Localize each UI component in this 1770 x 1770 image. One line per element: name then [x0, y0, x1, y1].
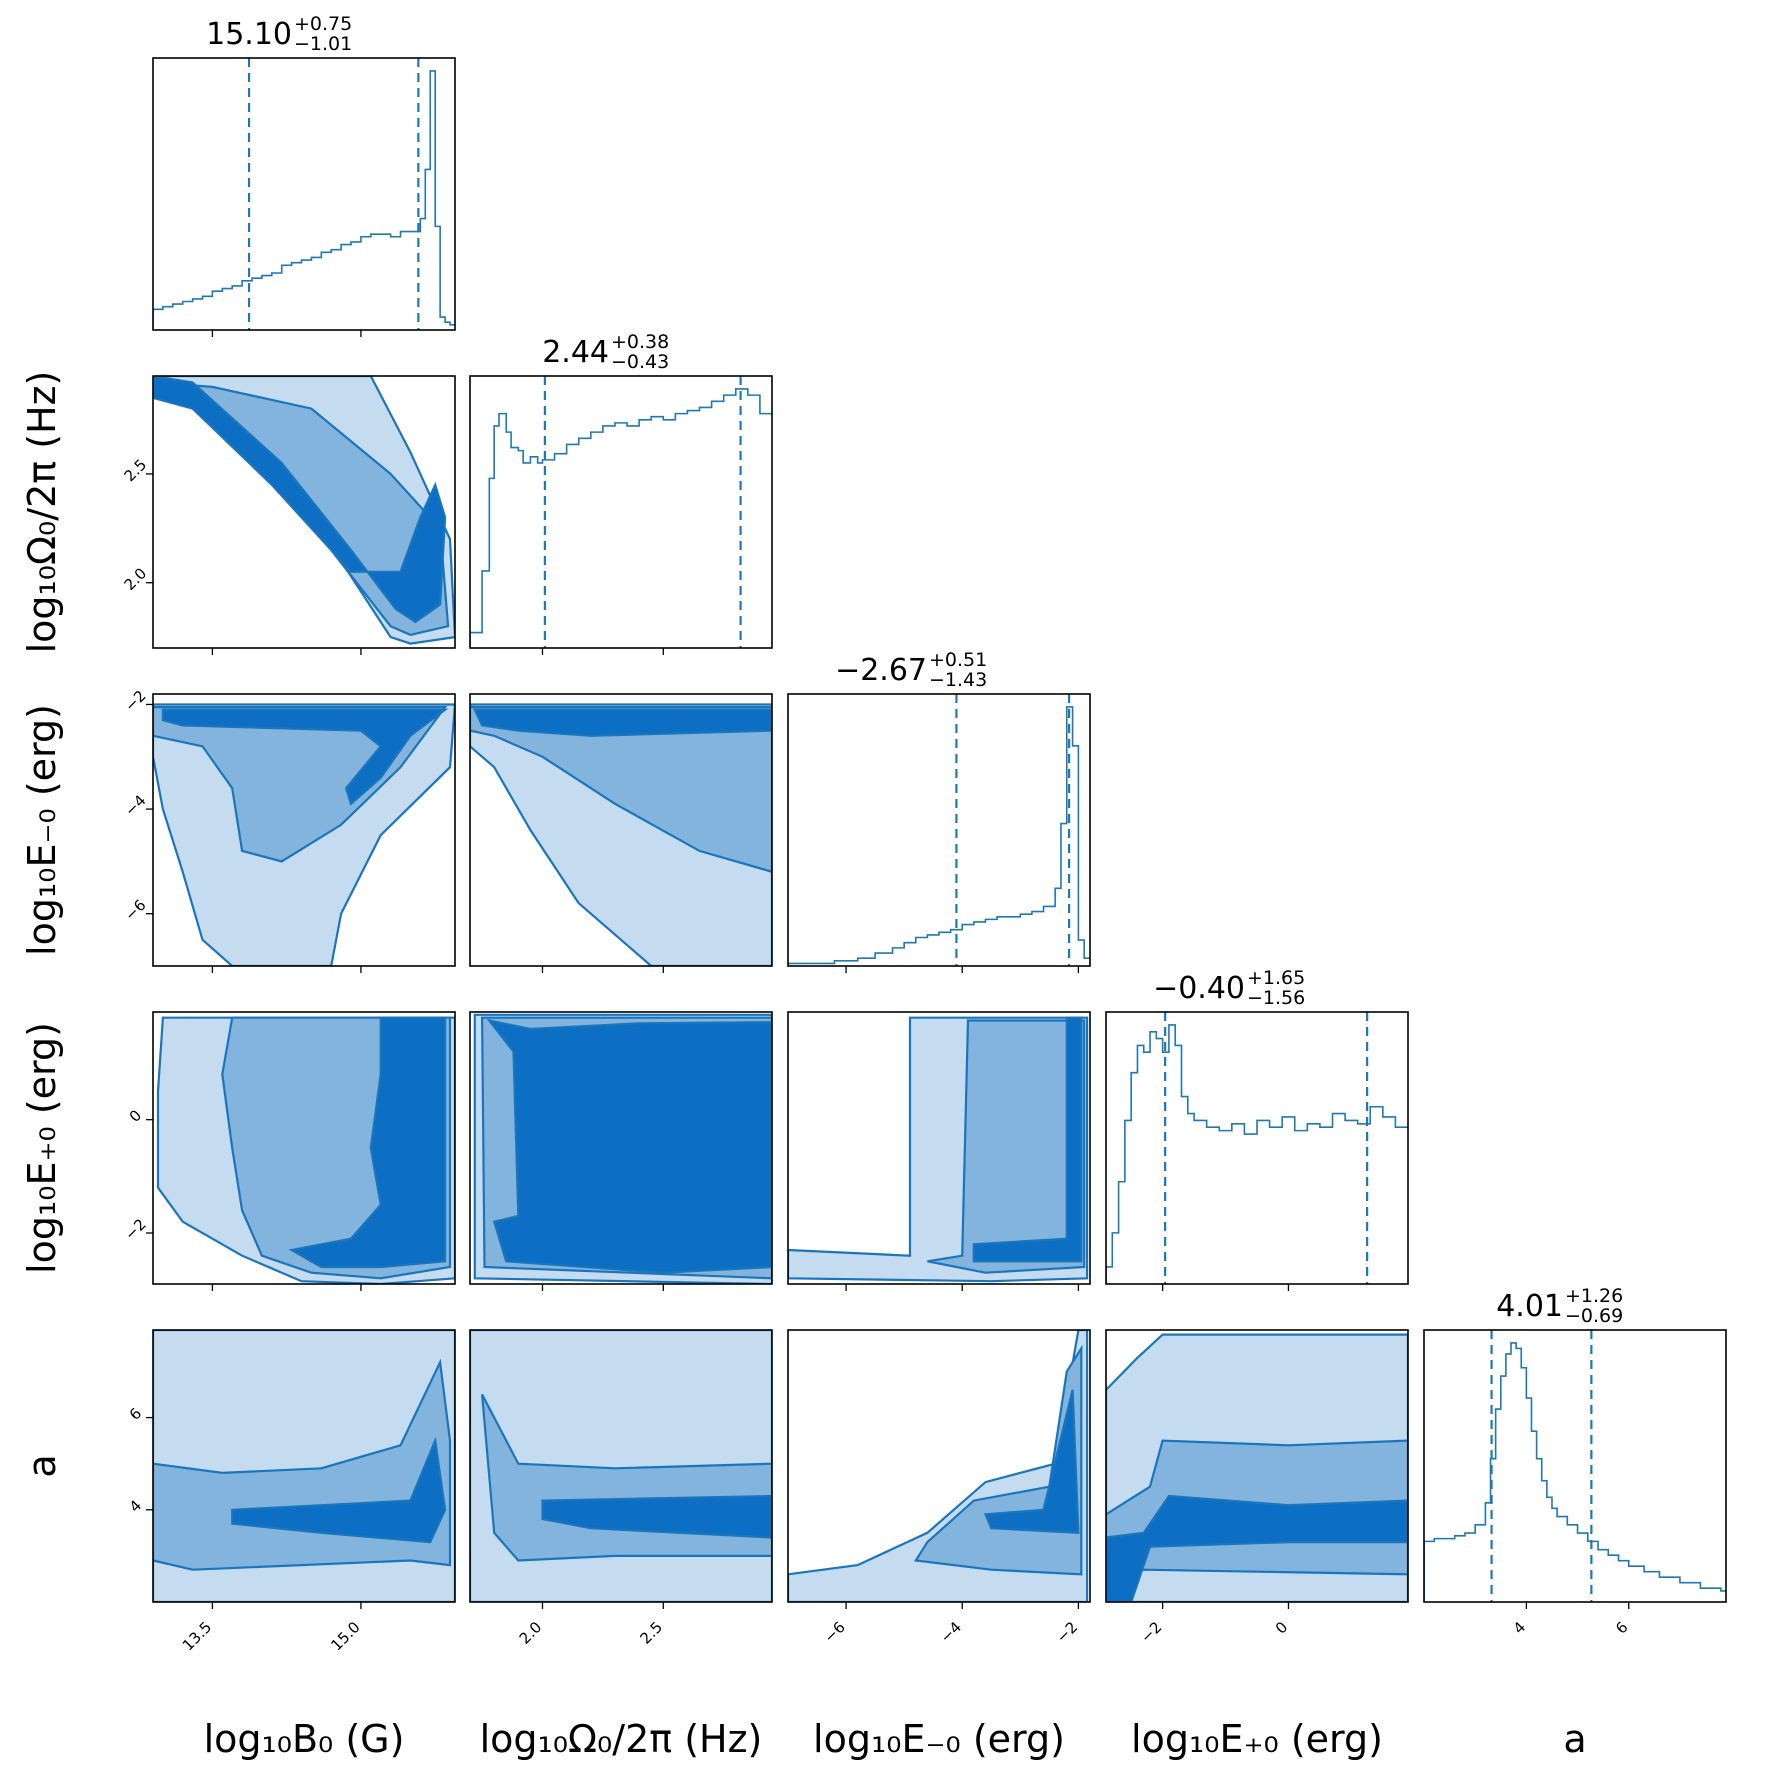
contour-inner — [153, 376, 447, 624]
x-axis-label-log10-e-0: log₁₀E₋₀ (erg) — [813, 1717, 1065, 1761]
lower-error: −0.43 — [611, 351, 669, 373]
contour-inner — [972, 1016, 1083, 1263]
panel-frame — [469, 693, 773, 967]
hist-panel-log10-omega0-2pi — [470, 376, 772, 648]
hist-panel-a — [1424, 1330, 1726, 1602]
panel-frame — [152, 1011, 456, 1285]
y-tick-label: 6 — [126, 1404, 145, 1423]
x-tick-label: −4 — [937, 1618, 965, 1646]
panel-frame — [1423, 1329, 1727, 1603]
x-axis-label-log10-omega0-2pi: log₁₀Ω₀/2π (Hz) — [480, 1717, 763, 1761]
x-axis-label-a: a — [1563, 1717, 1586, 1761]
y-axis-label-a: a — [20, 1454, 64, 1477]
panel-frame — [787, 1011, 1091, 1285]
histogram-log10-b0 — [153, 70, 455, 330]
x-tick-label: 2.0 — [516, 1618, 546, 1648]
contour-panel-a-vs-log10-omega0-2pi — [470, 1330, 772, 1602]
contour-panel-log10-omega0-2pi-vs-log10-b0 — [153, 376, 455, 645]
y-axis-label-log10-omega0-2pi: log₁₀Ω₀/2π (Hz) — [20, 371, 64, 654]
upper-error: +0.75 — [294, 13, 352, 35]
contour-panel-a-vs-log10-e-0 — [1106, 1333, 1408, 1602]
histogram-log10-omega0-2pi — [470, 388, 772, 648]
median-title: 4.01 — [1496, 1289, 1563, 1324]
y-tick-label: 2.5 — [121, 456, 151, 486]
panel-frame — [787, 693, 1091, 967]
y-tick-label: 0 — [126, 1106, 145, 1125]
y-tick-label: −2 — [121, 1215, 149, 1243]
upper-error: +1.65 — [1247, 967, 1305, 989]
contour-panel-log10-e-0-vs-log10-omega0-2pi — [470, 703, 772, 966]
x-tick-label: 0 — [1272, 1618, 1291, 1637]
x-tick-label: 6 — [1612, 1618, 1631, 1637]
contour-inner — [541, 1494, 772, 1539]
contour-middle — [153, 706, 448, 863]
panel-frame — [787, 1329, 1091, 1603]
x-tick-label: −2 — [1053, 1618, 1081, 1646]
contour-panel-log10-e-0-vs-log10-omega0-2pi — [473, 1013, 772, 1284]
panel-frame — [469, 1329, 773, 1603]
contour-inner — [473, 708, 772, 737]
contour-panel-a-vs-log10-e-0 — [788, 1330, 1089, 1602]
x-axis-label-log10-e-0: log₁₀E₊₀ (erg) — [1131, 1717, 1383, 1761]
y-tick-label: −2 — [121, 687, 149, 715]
histogram-a — [1424, 1342, 1726, 1602]
panel-frame — [152, 1329, 456, 1603]
histogram-log10-e-0 — [788, 706, 1090, 966]
contour-inner — [1106, 1494, 1408, 1602]
median-title: 15.10 — [206, 17, 292, 52]
median-title: 2.44 — [542, 335, 609, 370]
contour-inner — [288, 1016, 447, 1269]
x-tick-label: 15.0 — [327, 1618, 363, 1654]
x-axis-label-log10-b0: log₁₀B₀ (G) — [204, 1717, 405, 1761]
x-tick-label: 13.5 — [179, 1618, 215, 1654]
panel-frame — [152, 375, 456, 649]
x-tick-label: −6 — [821, 1618, 849, 1646]
y-tick-label: 2.0 — [121, 564, 151, 594]
y-axis-label-log10-e-0: log₁₀E₋₀ (erg) — [20, 704, 64, 956]
x-tick-label: 4 — [1510, 1618, 1529, 1637]
upper-error: +0.38 — [611, 331, 669, 353]
panel-frame — [152, 57, 456, 331]
hist-panel-log10-e-0 — [788, 694, 1090, 966]
y-tick-label: 4 — [126, 1497, 145, 1516]
contour-inner — [486, 1018, 772, 1274]
panel-frame — [1105, 1011, 1409, 1285]
contour-inner — [983, 1389, 1080, 1534]
lower-error: −1.56 — [1247, 987, 1305, 1009]
hist-panel-log10-e-0 — [1106, 1012, 1408, 1284]
panel-frame — [152, 693, 456, 967]
contour-panel-log10-e-0-vs-log10-b0 — [156, 1016, 455, 1284]
contour-middle — [927, 1019, 1086, 1274]
y-axis-label-log10-e-0: log₁₀E₊₀ (erg) — [20, 1022, 64, 1274]
lower-error: −1.43 — [929, 669, 987, 691]
contour-middle — [470, 706, 772, 873]
contour-inner — [161, 708, 449, 806]
upper-error: +0.51 — [929, 649, 987, 671]
contour-panel-a-vs-log10-b0 — [153, 1330, 455, 1602]
contour-inner — [231, 1436, 447, 1544]
contour-panel-log10-e-0-vs-log10-b0 — [153, 703, 455, 966]
upper-error: +1.26 — [1565, 1285, 1623, 1307]
x-tick-label: 2.5 — [637, 1618, 667, 1648]
panel-frame — [1105, 1329, 1409, 1603]
panel-frame — [469, 1011, 773, 1285]
y-tick-label: −6 — [121, 896, 149, 924]
contour-panel-log10-e-0-vs-log10-e-0 — [788, 1016, 1089, 1283]
lower-error: −0.69 — [1565, 1305, 1623, 1327]
median-title: −2.67 — [835, 653, 927, 688]
median-title: −0.40 — [1153, 971, 1245, 1006]
x-tick-label: −2 — [1137, 1618, 1165, 1646]
histogram-log10-e-0 — [1106, 1024, 1408, 1284]
hist-panel-log10-b0 — [153, 58, 455, 330]
y-tick-label: −4 — [121, 791, 149, 819]
lower-error: −1.01 — [294, 33, 352, 55]
panel-frame — [469, 375, 773, 649]
